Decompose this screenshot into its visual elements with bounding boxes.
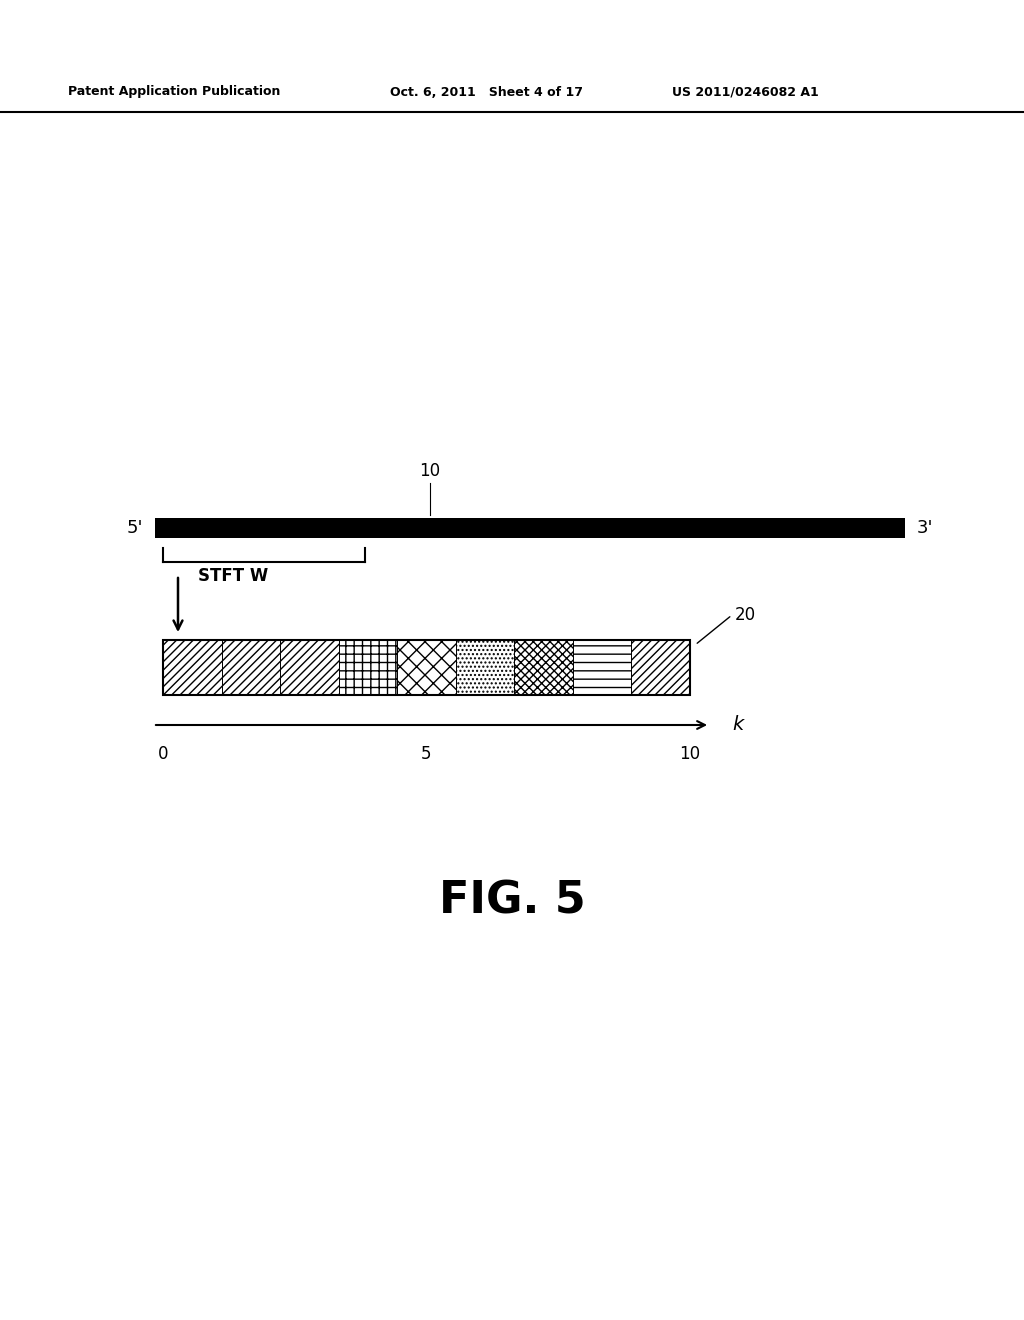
Bar [163, 640, 690, 696]
Bar [163, 640, 221, 696]
Text: 10: 10 [680, 744, 700, 763]
Bar [572, 640, 632, 696]
Text: Patent Application Publication: Patent Application Publication [68, 86, 281, 99]
Bar [155, 517, 905, 539]
Bar [339, 640, 397, 696]
Text: 0: 0 [158, 744, 168, 763]
Text: Oct. 6, 2011   Sheet 4 of 17: Oct. 6, 2011 Sheet 4 of 17 [390, 86, 583, 99]
Bar [221, 640, 281, 696]
Text: 5: 5 [421, 744, 432, 763]
Text: 3': 3' [918, 519, 934, 537]
Bar [514, 640, 572, 696]
Text: k: k [732, 715, 743, 734]
Text: 20: 20 [735, 606, 756, 624]
Bar [281, 640, 339, 696]
Text: FIG. 5: FIG. 5 [438, 880, 586, 923]
Bar [456, 640, 514, 696]
Text: US 2011/0246082 A1: US 2011/0246082 A1 [672, 86, 819, 99]
Text: 10: 10 [420, 462, 440, 480]
Bar [632, 640, 690, 696]
Bar [397, 640, 456, 696]
Text: STFT W: STFT W [198, 568, 268, 585]
Text: 5': 5' [127, 519, 143, 537]
